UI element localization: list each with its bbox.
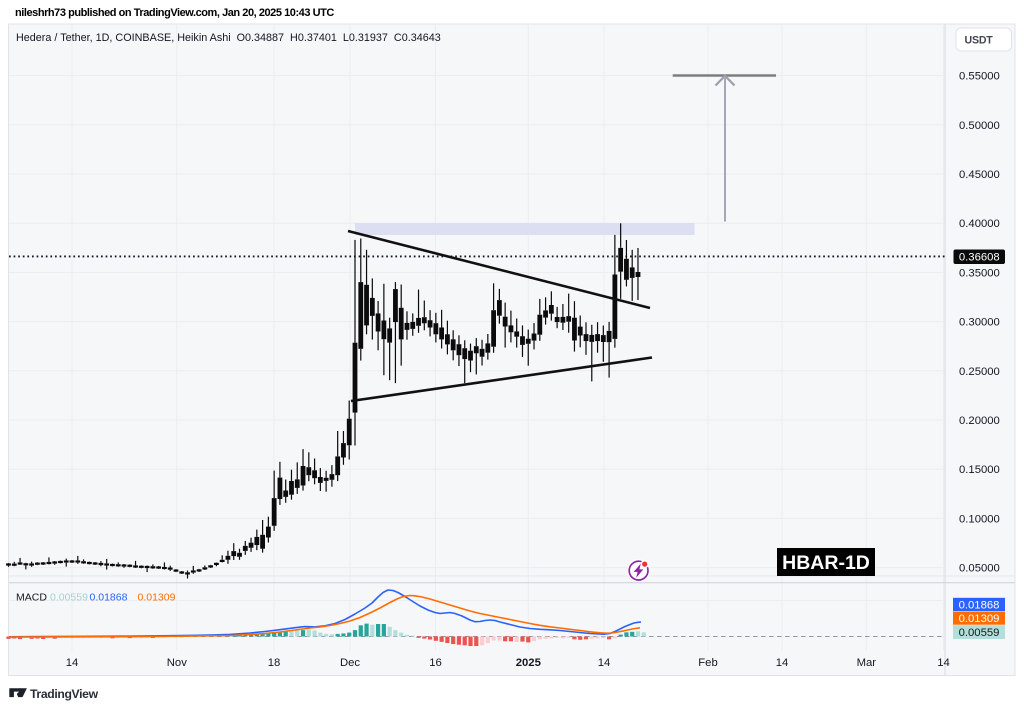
svg-text:14: 14 (66, 657, 79, 669)
svg-text:0.40000: 0.40000 (959, 218, 1000, 230)
svg-text:0.25000: 0.25000 (959, 366, 1000, 378)
svg-text:Nov: Nov (167, 657, 187, 669)
svg-text:0.36608: 0.36608 (959, 252, 1000, 264)
svg-text:Dec: Dec (340, 657, 360, 669)
svg-text:0.55000: 0.55000 (959, 71, 1000, 83)
svg-text:Feb: Feb (698, 657, 717, 669)
svg-text:0.10000: 0.10000 (959, 513, 1000, 525)
svg-text:14: 14 (776, 657, 789, 669)
svg-text:Mar: Mar (857, 657, 877, 669)
svg-text:0.45000: 0.45000 (959, 169, 1000, 181)
svg-text:18: 18 (268, 657, 281, 669)
svg-text:14: 14 (937, 657, 950, 669)
svg-text:2025: 2025 (516, 657, 541, 669)
svg-text:0.05000: 0.05000 (959, 563, 1000, 575)
svg-text:HBAR-1D: HBAR-1D (782, 552, 870, 574)
svg-text:nileshrh73 published on Tradin: nileshrh73 published on TradingView.com,… (15, 7, 334, 19)
svg-text:0.35000: 0.35000 (959, 267, 1000, 279)
svg-text:TradingView: TradingView (30, 687, 99, 701)
svg-text:16: 16 (429, 657, 442, 669)
svg-text:0.30000: 0.30000 (959, 317, 1000, 329)
svg-text:0.00559: 0.00559 (959, 627, 1000, 639)
svg-text:Hedera / Tether, 1D, COINBASE,: Hedera / Tether, 1D, COINBASE, Heikin As… (16, 32, 441, 44)
svg-text:USDT: USDT (965, 35, 994, 47)
svg-text:0.20000: 0.20000 (959, 415, 1000, 427)
svg-text:0.15000: 0.15000 (959, 464, 1000, 476)
svg-text:0.01309: 0.01309 (959, 613, 1000, 625)
svg-text:14: 14 (598, 657, 611, 669)
svg-text:0.50000: 0.50000 (959, 120, 1000, 132)
svg-text:0.01868: 0.01868 (959, 599, 1000, 611)
